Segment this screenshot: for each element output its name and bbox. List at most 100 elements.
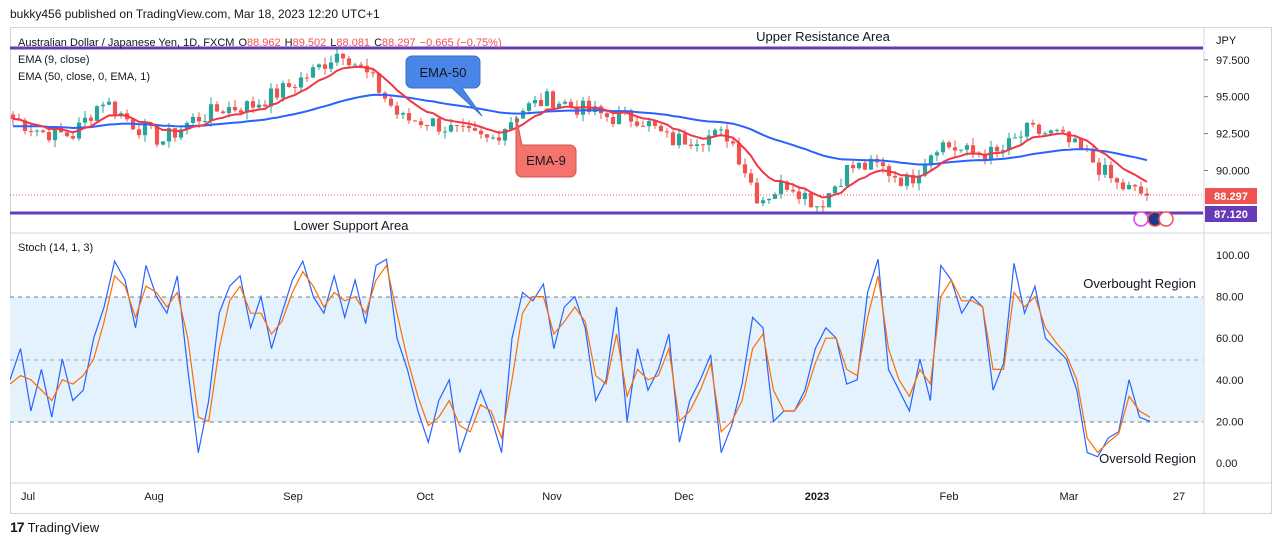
candle-body (154, 126, 160, 145)
stoch-legend[interactable]: Stoch (14, 1, 3) (18, 242, 93, 254)
candle-body (418, 121, 424, 126)
candle-body (178, 129, 184, 138)
candle-body (466, 125, 472, 129)
time-tick-label: Jul (21, 491, 35, 503)
candle-body (772, 194, 778, 199)
candle-body (682, 133, 688, 145)
candle-body (1114, 178, 1120, 183)
candle-body (880, 162, 886, 167)
candle-body (388, 98, 394, 106)
candle-body (82, 117, 88, 123)
candle-body (220, 111, 226, 114)
stoch-k-line[interactable] (10, 258, 1151, 458)
candle-body (592, 106, 598, 112)
candle-body (766, 198, 772, 201)
last-price-tag-text: 88.297 (1214, 191, 1248, 203)
price-tick-label: 97.500 (1216, 55, 1250, 67)
news-event-icon[interactable] (1158, 211, 1174, 227)
candle-body (1102, 164, 1108, 175)
candle-body (136, 129, 142, 136)
candle-body (460, 125, 466, 127)
oversold-label: Oversold Region (1099, 451, 1196, 466)
candle-body (1126, 184, 1132, 190)
candle-body (958, 149, 964, 151)
candle-body (250, 101, 256, 108)
candle-body (808, 192, 814, 208)
stoch-tick-label: 100.00 (1216, 250, 1250, 262)
candle-body (700, 144, 706, 146)
ema-lines-group (12, 65, 1148, 199)
candle-body (328, 62, 334, 69)
candle-body (838, 185, 844, 187)
candle-body (112, 101, 118, 116)
candle-body (88, 117, 94, 121)
candle-body (478, 130, 484, 135)
last-price-tag: 88.297 (1205, 188, 1257, 204)
stoch-axis[interactable]: 100.00 80.00 60.00 40.00 20.00 0.00 (1216, 250, 1250, 470)
candle-body (694, 144, 700, 146)
time-tick-label: Aug (144, 491, 164, 503)
candle-body (310, 67, 316, 78)
candle-body (742, 164, 748, 174)
candle-body (232, 106, 238, 111)
candle-body (970, 145, 976, 153)
ema50-callout-text: EMA-50 (420, 65, 467, 80)
upper-resistance-label: Upper Resistance Area (756, 29, 890, 44)
stoch-d-line[interactable] (10, 263, 1151, 454)
candle-body (304, 77, 310, 79)
candle-body (490, 137, 496, 139)
candle-body (172, 128, 178, 138)
symbol-legend[interactable]: Australian Dollar / Japanese Yen, 1D, FX… (18, 37, 502, 49)
event-icons[interactable] (1133, 211, 1174, 227)
candle-body (856, 162, 862, 169)
stoch-lines-group (10, 258, 1151, 458)
candle-body (1108, 164, 1114, 179)
stoch-tick-label: 0.00 (1216, 458, 1237, 470)
stoch-tick-label: 40.00 (1216, 375, 1244, 387)
published-line: bukky456 published on TradingView.com, M… (10, 7, 380, 21)
candle-body (1000, 150, 1006, 152)
candle-body (1024, 122, 1030, 137)
candle-body (526, 103, 532, 111)
candle-body (910, 174, 916, 184)
candle-body (1096, 162, 1102, 175)
candle-body (346, 58, 352, 66)
candle-body (1066, 131, 1072, 143)
candle-body (586, 100, 592, 112)
time-tick-label: Oct (416, 491, 433, 503)
candle-body (916, 175, 922, 184)
candle-body (790, 189, 796, 192)
time-axis[interactable]: Jul Aug Sep Oct Nov Dec 2023 Feb Mar 27 (21, 491, 1185, 503)
candle-body (340, 53, 346, 59)
candle-body (1090, 149, 1096, 163)
candle-body (1078, 138, 1084, 149)
candle-body (556, 103, 562, 108)
ema9-callout[interactable]: EMA-9 (515, 115, 577, 178)
candle-body (106, 101, 112, 105)
candle-body (100, 104, 106, 107)
candle-body (994, 146, 1000, 152)
overbought-label: Overbought Region (1083, 276, 1196, 291)
price-axis[interactable]: 97.500 95.000 92.500 90.000 (1204, 55, 1250, 178)
candle-body (568, 101, 574, 107)
candle-body (442, 131, 448, 133)
candle-body (286, 83, 292, 87)
ema50-callout[interactable]: EMA-50 (405, 55, 483, 117)
candle-body (628, 110, 634, 122)
candle-body (274, 88, 280, 98)
candle-body (64, 132, 70, 137)
tradingview-icon: 17 (10, 519, 25, 535)
candle-body (28, 130, 34, 132)
candle-body (166, 128, 172, 142)
candle-body (10, 114, 16, 120)
candle-body (472, 128, 478, 131)
candle-body (604, 113, 610, 118)
candle-body (142, 122, 148, 136)
ema50-legend[interactable]: EMA (50, close, 0, EMA, 1) (18, 71, 150, 83)
lightning-event-icon[interactable] (1133, 211, 1149, 227)
ema9-legend[interactable]: EMA (9, close) (18, 54, 90, 66)
ema9-line[interactable] (12, 65, 1148, 199)
candle-body (982, 154, 988, 161)
tradingview-logo[interactable]: 17 TradingView (10, 519, 99, 535)
